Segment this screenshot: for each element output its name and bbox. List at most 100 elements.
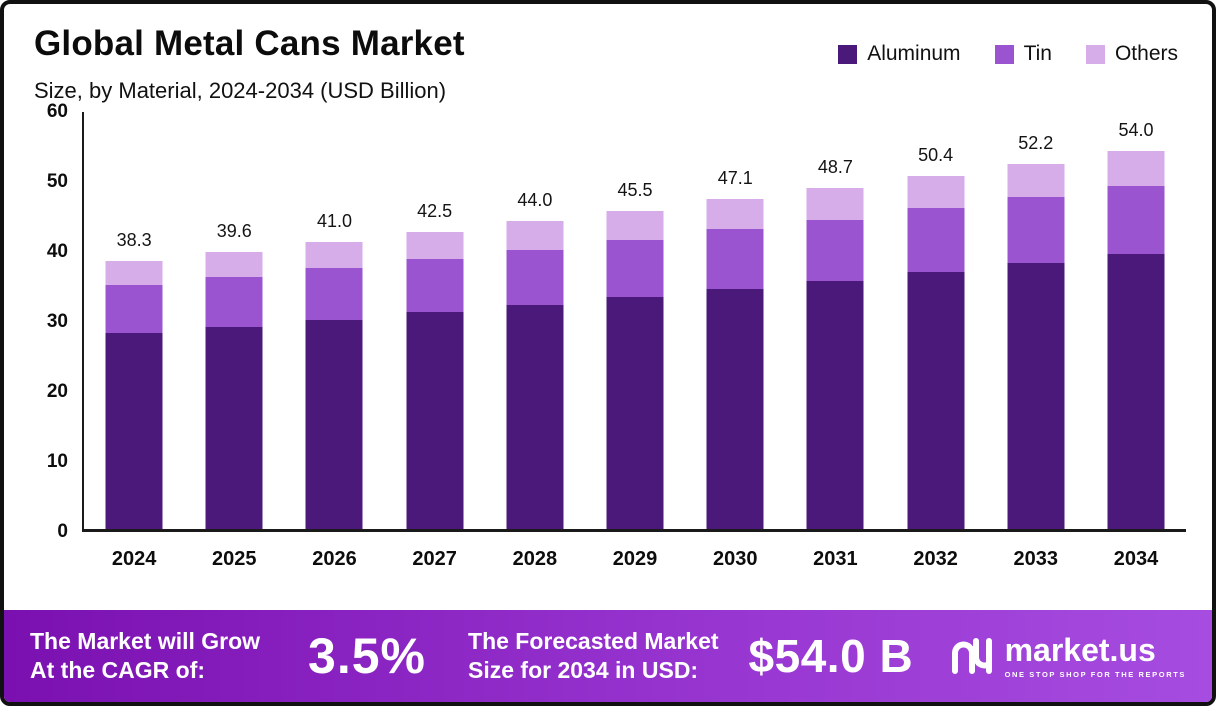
cagr-label-line2: At the CAGR of: bbox=[30, 657, 206, 683]
bar-segment-tin[interactable] bbox=[506, 249, 564, 305]
cagr-value: 3.5% bbox=[308, 628, 427, 684]
bar-segment-aluminum[interactable] bbox=[706, 288, 764, 529]
bar-segment-tin[interactable] bbox=[1007, 197, 1065, 263]
bar-segment-others[interactable] bbox=[506, 221, 564, 250]
bar-segment-tin[interactable] bbox=[105, 285, 163, 333]
cagr-label-line1: The Market will Grow bbox=[30, 627, 261, 654]
logo-wordmark: market.us bbox=[1004, 631, 1156, 668]
marketus-logo-icon bbox=[949, 638, 995, 674]
legend-item-others[interactable]: Others bbox=[1085, 42, 1178, 66]
plot-area: 38.3 2024 39.6 2025 41.0 2026 42.5 2027 44.0 2028… bbox=[82, 112, 1186, 570]
legend-swatch-aluminum bbox=[838, 44, 858, 64]
x-axis-label: 2031 bbox=[813, 548, 858, 570]
chart-header: Global Metal Cans Market Size, by Materi… bbox=[4, 4, 1212, 104]
bar-segment-others[interactable] bbox=[1107, 151, 1165, 187]
bar-total-label: 45.5 bbox=[617, 179, 653, 200]
bar-total-label: 39.6 bbox=[216, 220, 252, 241]
bar-segment-tin[interactable] bbox=[305, 267, 363, 320]
bar-stack-2029[interactable] bbox=[606, 210, 664, 529]
bar-total-label: 44.0 bbox=[517, 190, 553, 210]
title-block: Global Metal Cans Market Size, by Materi… bbox=[34, 24, 465, 104]
marketus-logo[interactable]: market.us One Stop Shop For The Reports bbox=[949, 634, 1186, 679]
bar-segment-aluminum[interactable] bbox=[205, 326, 263, 529]
bar-segment-others[interactable] bbox=[105, 260, 163, 286]
bar-stack-2025[interactable] bbox=[205, 251, 263, 529]
legend-swatch-others bbox=[1085, 44, 1105, 64]
bar-segment-aluminum[interactable] bbox=[305, 319, 363, 529]
bar-stack-2032[interactable] bbox=[907, 176, 965, 529]
bar-segment-tin[interactable] bbox=[706, 229, 764, 289]
y-tick-label: 10 bbox=[46, 451, 68, 472]
bar-column-2025: 39.6 2025 bbox=[184, 112, 284, 570]
bar-stack-2030[interactable] bbox=[706, 199, 764, 529]
bar-total-label: 52.2 bbox=[1018, 132, 1054, 153]
forecast-label: The Forecasted Market Size for 2034 in U… bbox=[468, 627, 719, 686]
bar-total-label: 38.3 bbox=[116, 229, 152, 250]
x-axis-label: 2032 bbox=[913, 548, 958, 570]
bar-stack-2033[interactable] bbox=[1007, 163, 1065, 529]
bar-segment-aluminum[interactable] bbox=[105, 333, 163, 529]
bar-stack-2024[interactable] bbox=[105, 260, 163, 529]
legend-label-aluminum: Aluminum bbox=[867, 42, 961, 65]
chart-title: Global Metal Cans Market bbox=[34, 24, 465, 63]
bar-segment-others[interactable] bbox=[706, 199, 764, 230]
y-tick-label: 60 bbox=[46, 101, 68, 122]
legend-label-others: Others bbox=[1114, 42, 1178, 65]
forecast-value: $54.0 B bbox=[748, 630, 914, 682]
bar-segment-aluminum[interactable] bbox=[406, 312, 464, 529]
bar-segment-aluminum[interactable] bbox=[1007, 263, 1065, 529]
bar-total-label: 47.1 bbox=[717, 168, 753, 189]
bar-stack-2031[interactable] bbox=[806, 188, 864, 529]
bar-segment-others[interactable] bbox=[907, 176, 965, 209]
bar-segment-others[interactable] bbox=[406, 231, 464, 259]
bar-stack-2027[interactable] bbox=[406, 231, 464, 529]
bar-segment-aluminum[interactable] bbox=[907, 272, 965, 529]
x-axis-label: 2028 bbox=[512, 548, 558, 570]
footer-banner: The Market will Grow At the CAGR of: 3.5… bbox=[4, 610, 1212, 702]
x-axis-label: 2033 bbox=[1013, 548, 1059, 570]
y-axis: 0 10 20 30 40 50 60 bbox=[30, 101, 82, 542]
bar-column-2032: 50.4 2032 bbox=[886, 112, 986, 570]
bar-stack-2034[interactable] bbox=[1107, 151, 1165, 529]
chart-subtitle: Size, by Material, 2024-2034 (USD Billio… bbox=[34, 78, 447, 103]
bar-segment-others[interactable] bbox=[606, 210, 664, 240]
bar-column-2031: 48.7 2031 bbox=[785, 112, 885, 570]
bar-segment-others[interactable] bbox=[1007, 163, 1065, 198]
bar-stack-2026[interactable] bbox=[305, 242, 363, 529]
bar-total-label: 42.5 bbox=[417, 200, 453, 221]
bar-segment-aluminum[interactable] bbox=[506, 305, 564, 529]
bar-segment-others[interactable] bbox=[806, 188, 864, 220]
bar-segment-tin[interactable] bbox=[406, 258, 464, 312]
bar-column-2034: 54.0 2034 bbox=[1086, 112, 1186, 570]
bar-total-label: 50.4 bbox=[918, 145, 954, 166]
x-axis-label: 2034 bbox=[1113, 548, 1159, 570]
bar-segment-tin[interactable] bbox=[1107, 186, 1165, 254]
bar-column-2024: 38.3 2024 bbox=[84, 112, 184, 570]
bar-stack-2028[interactable] bbox=[506, 221, 564, 529]
legend-item-tin[interactable]: Tin bbox=[994, 42, 1052, 66]
x-axis-label: 2029 bbox=[612, 548, 658, 570]
forecast-label-line2: Size for 2034 in USD: bbox=[468, 657, 699, 683]
legend-swatch-tin bbox=[994, 44, 1014, 64]
forecast-label-line1: The Forecasted Market bbox=[468, 627, 719, 654]
cagr-label: The Market will Grow At the CAGR of: bbox=[30, 627, 260, 686]
bar-segment-aluminum[interactable] bbox=[806, 281, 864, 529]
bar-segment-tin[interactable] bbox=[907, 208, 965, 273]
bar-segment-tin[interactable] bbox=[606, 239, 664, 298]
x-axis-label: 2027 bbox=[412, 548, 457, 570]
y-tick-label: 50 bbox=[46, 171, 68, 192]
bar-segment-tin[interactable] bbox=[205, 277, 263, 327]
bar-segment-others[interactable] bbox=[305, 242, 363, 268]
bar-segment-tin[interactable] bbox=[806, 219, 864, 282]
bar-segment-others[interactable] bbox=[205, 251, 263, 278]
bar-column-2033: 52.2 2033 bbox=[986, 112, 1086, 570]
bar-segment-aluminum[interactable] bbox=[1107, 253, 1165, 529]
bar-segment-aluminum[interactable] bbox=[606, 297, 664, 529]
bar-column-2030: 47.1 2030 bbox=[685, 112, 785, 570]
legend-item-aluminum[interactable]: Aluminum bbox=[838, 42, 961, 66]
bar-total-label: 41.0 bbox=[316, 211, 352, 231]
bar-total-label: 48.7 bbox=[817, 157, 853, 178]
y-tick-label: 30 bbox=[46, 311, 68, 332]
x-axis-label: 2030 bbox=[712, 548, 758, 570]
